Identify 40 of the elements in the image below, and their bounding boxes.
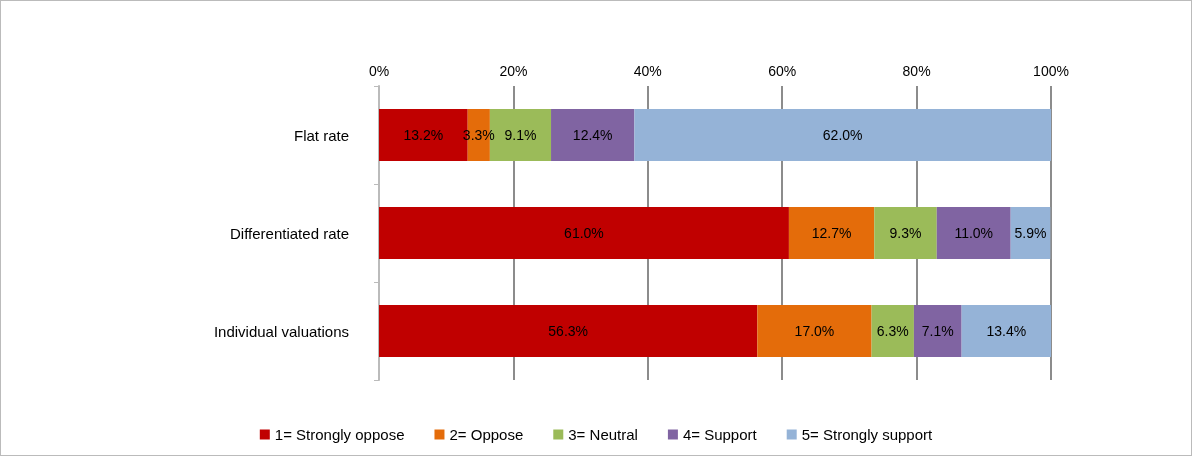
data-label: 5.9% [1014,225,1047,241]
legend-label: 5= Strongly support [801,426,934,443]
bar [757,305,872,357]
data-label: 7.1% [921,323,954,339]
bar [936,207,1011,259]
data-label: 13.4% [986,323,1027,339]
bar [961,305,1051,357]
data-label: 13.2% [403,127,444,143]
bar [551,109,635,161]
data-label: 11.0% [954,225,994,241]
legend-label: 4= Support [682,426,758,443]
bar [874,207,937,259]
y-tick-label: Flat rate [293,126,349,144]
legend-label: 1= Strongly oppose [274,426,405,443]
data-label: 62.0% [822,127,863,143]
x-tick-label: 100% [1033,63,1069,79]
data-label: 12.4% [572,127,613,143]
legend-label: 2= Oppose [449,426,524,443]
data-label: 9.1% [504,127,537,143]
y-tick-label: Individual valuations [213,322,349,340]
data-label: 3.3% [462,127,495,143]
data-label: 6.3% [876,323,909,339]
x-tick-label: 20% [499,63,528,79]
y-tick-label: Differentiated rate [230,224,349,242]
data-label: 61.0% [564,225,604,241]
data-label: 17.0% [794,323,835,339]
data-label: 56.3% [548,323,589,339]
bar [379,305,758,357]
x-tick-label: 0% [368,63,390,79]
bar [634,109,1051,161]
bar [379,207,789,259]
data-label: 12.7% [811,225,852,241]
legend-label: 3= Neutral [568,426,638,443]
data-label: 9.3% [889,225,922,241]
x-tick-label: 60% [768,63,797,79]
bar [788,207,875,259]
x-tick-label: 80% [902,63,931,79]
bar [913,305,962,357]
x-tick-label: 40% [633,63,662,79]
bar [871,305,914,357]
